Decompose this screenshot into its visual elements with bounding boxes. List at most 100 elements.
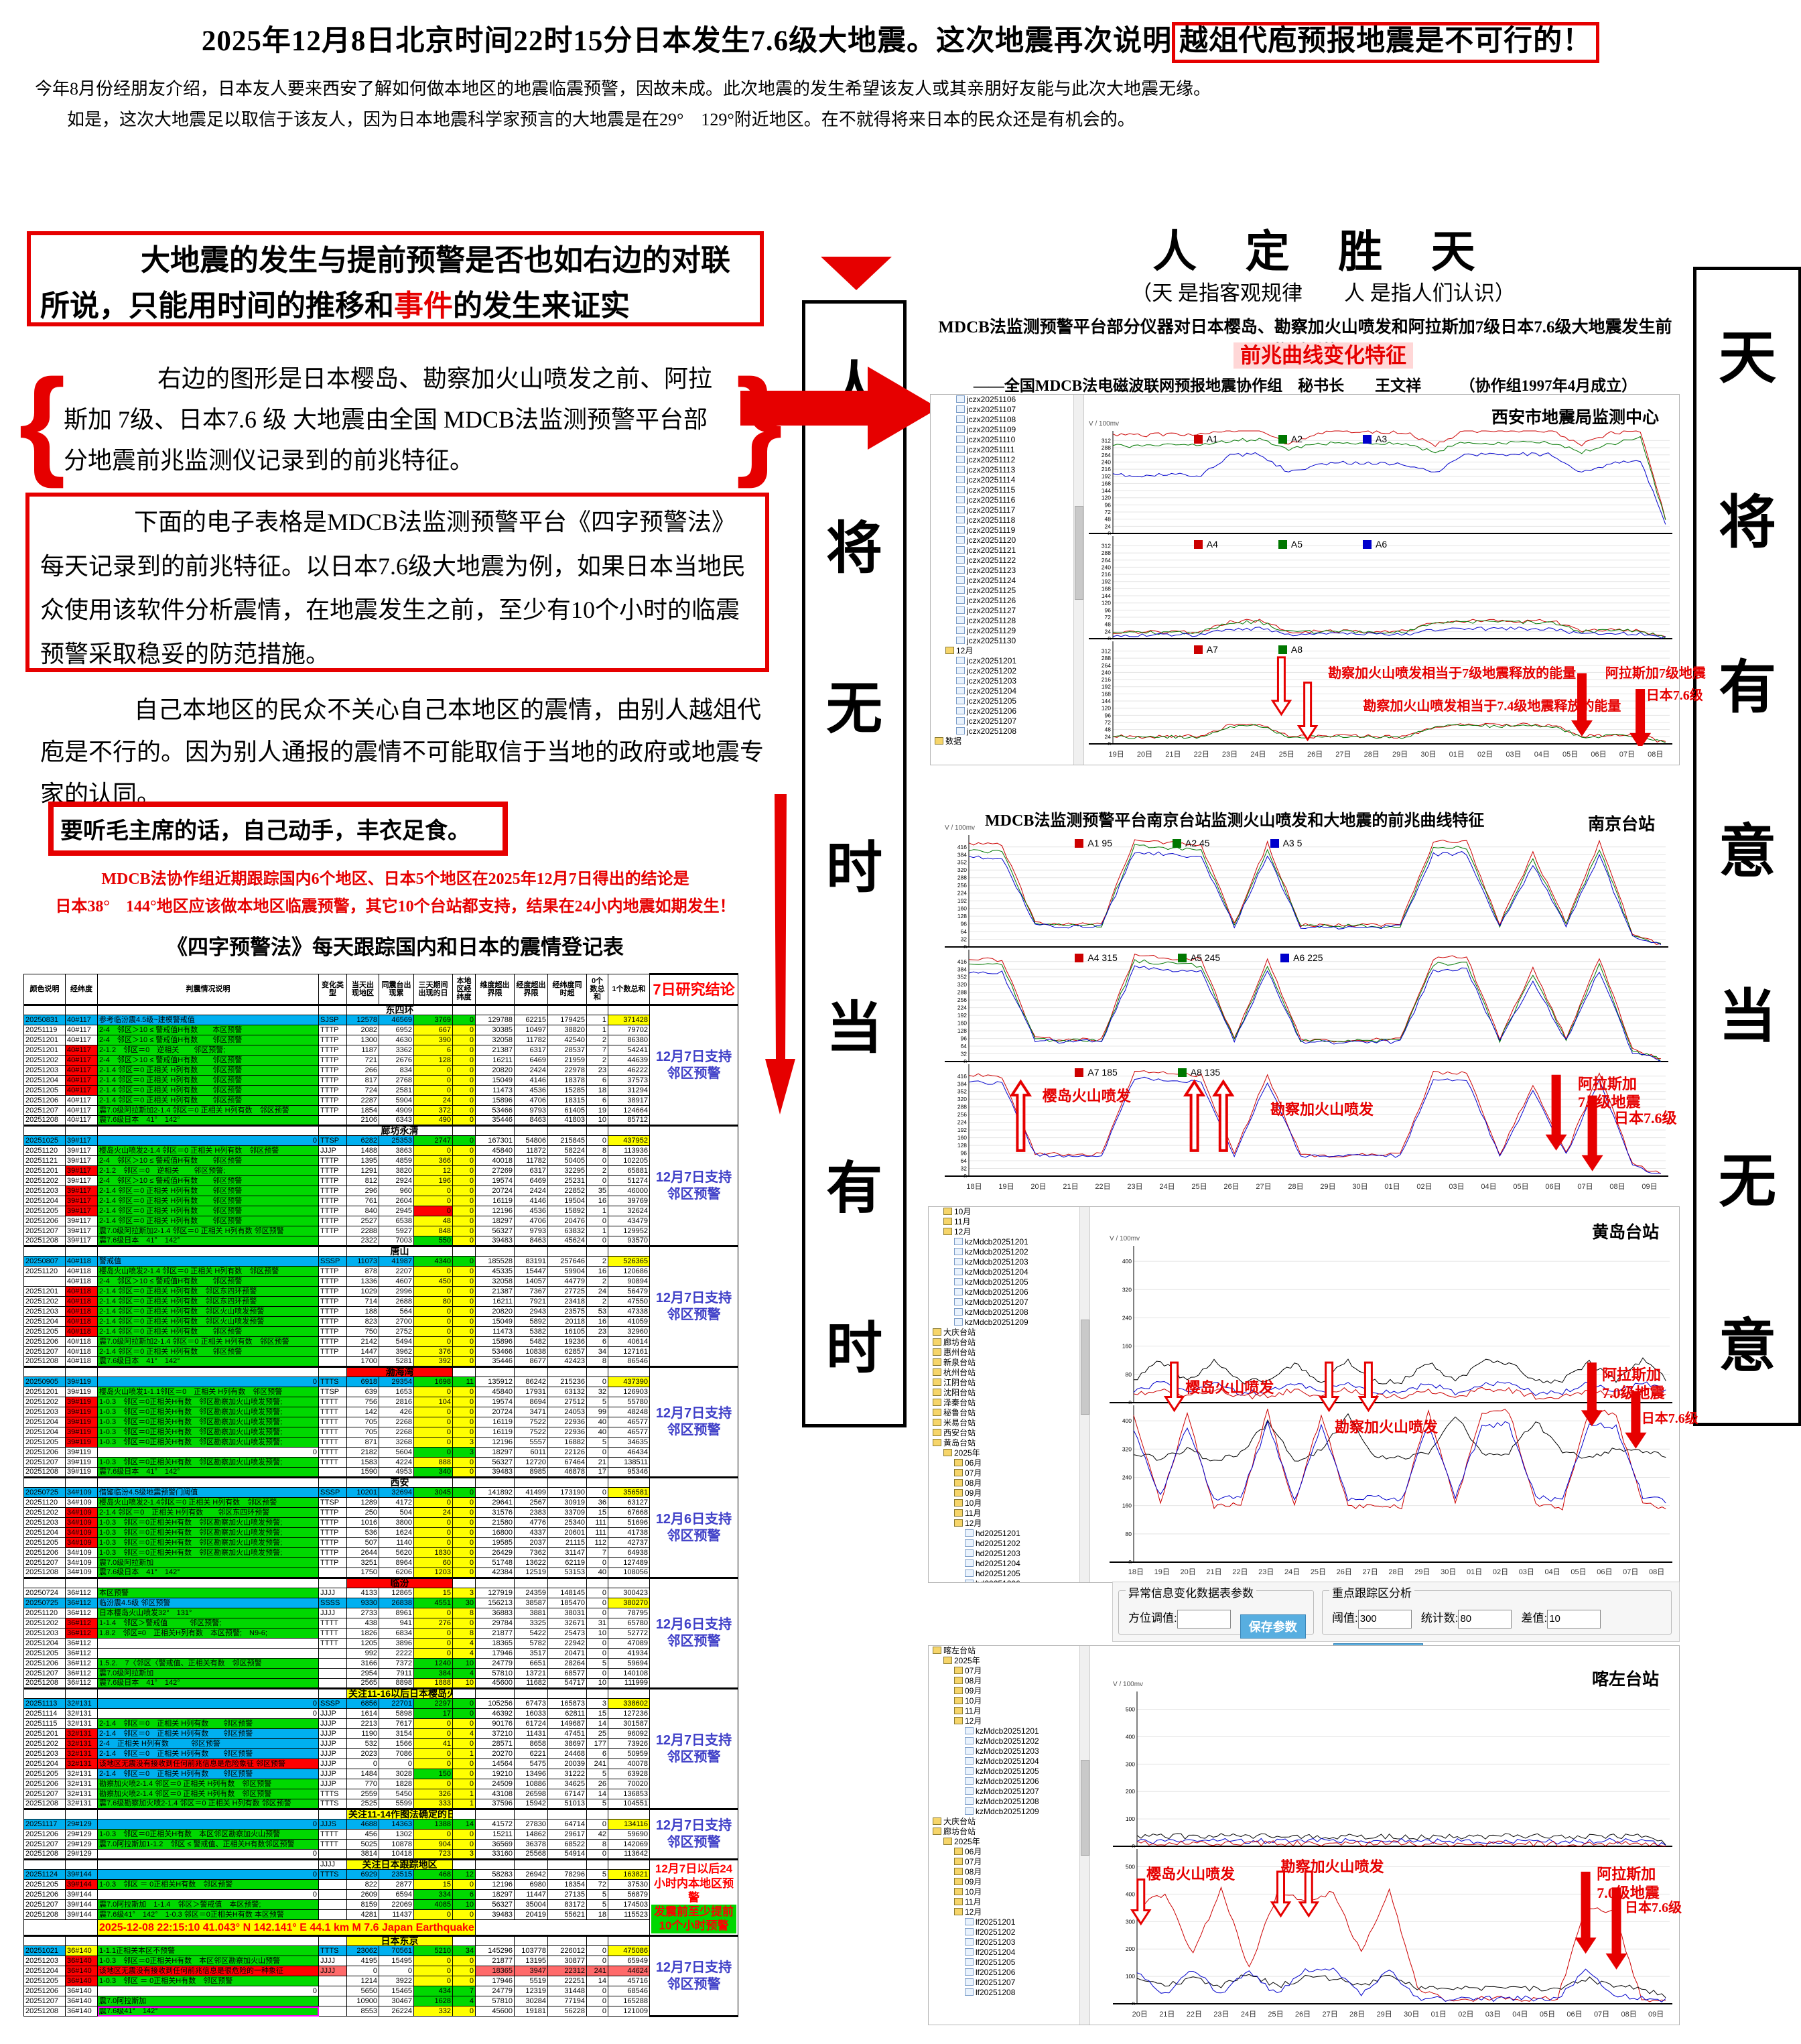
tree-folder[interactable]: 11月 [929, 1217, 1089, 1227]
tree-file[interactable]: lf20251208 [929, 1988, 1089, 1998]
tree-folder[interactable]: 2025年 [929, 1448, 1089, 1458]
tree-file[interactable]: jczx20251201 [931, 656, 1083, 666]
tree-file[interactable]: lf20251203 [929, 1937, 1089, 1947]
tree-file[interactable]: jczx20251123 [931, 566, 1083, 576]
tree-folder[interactable]: 新泉台站 [929, 1358, 1089, 1368]
tree-file[interactable]: kzMdcb20251204 [929, 1267, 1089, 1277]
tree-folder[interactable]: 10月 [929, 1887, 1089, 1897]
tree-file[interactable]: jczx20251208 [931, 726, 1083, 737]
scrollbar-thumb[interactable] [1075, 505, 1083, 600]
tree-folder[interactable]: 喀左台站 [929, 1646, 1089, 1656]
tree-file[interactable]: kzMdcb20251205 [929, 1277, 1089, 1287]
tree-file[interactable]: jczx20251111 [931, 445, 1083, 455]
tree-file[interactable]: jczx20251130 [931, 636, 1083, 646]
tree-file[interactable]: jczx20251202 [931, 666, 1083, 676]
tree-file[interactable]: jczx20251128 [931, 616, 1083, 626]
tree-file[interactable]: kzMdcb20251206 [929, 1287, 1089, 1297]
tree-folder[interactable]: 廊坊台站 [929, 1827, 1089, 1837]
tree-folder[interactable]: 10月 [929, 1207, 1089, 1217]
tree-folder[interactable]: 12月 [929, 1519, 1089, 1529]
tree-file[interactable]: lf20251202 [929, 1927, 1089, 1937]
tree-file[interactable]: jczx20251118 [931, 515, 1083, 525]
tree-file[interactable]: kzMdcb20251202 [929, 1247, 1089, 1257]
tree-scrollbar[interactable] [1073, 395, 1083, 765]
tree-folder[interactable]: 08月 [929, 1676, 1089, 1686]
tree-folder[interactable]: 黄岛台站 [929, 1438, 1089, 1448]
tree-folder[interactable]: 沈阳台站 [929, 1388, 1089, 1398]
tree-file[interactable]: lf20251205 [929, 1958, 1089, 1968]
tree-file[interactable]: kzMdcb20251203 [929, 1257, 1089, 1267]
tree-folder[interactable]: 2025年 [929, 1837, 1089, 1847]
tree-file[interactable]: kzMdcb20251207 [929, 1787, 1089, 1797]
tree-folder[interactable]: 秘鲁台站 [929, 1408, 1089, 1418]
tree-folder[interactable]: 07月 [929, 1666, 1089, 1676]
tree-file[interactable]: jczx20251124 [931, 576, 1083, 586]
tree-file[interactable]: hd20251206 [929, 1579, 1089, 1582]
tree-folder[interactable]: 08月 [929, 1867, 1089, 1877]
tree-folder[interactable]: 11月 [929, 1706, 1089, 1716]
tree-file[interactable]: jczx20251112 [931, 455, 1083, 465]
tree-folder[interactable]: 米易台站 [929, 1418, 1089, 1428]
tree-file[interactable]: kzMdcb20251208 [929, 1307, 1089, 1318]
tree-folder[interactable]: 廊坊台站 [929, 1338, 1089, 1348]
tree-file[interactable]: kzMdcb20251204 [929, 1756, 1089, 1767]
tree-file[interactable]: kzMdcb20251201 [929, 1237, 1089, 1247]
tree-file[interactable]: hd20251205 [929, 1569, 1089, 1579]
tree-scrollbar[interactable] [1079, 1207, 1089, 1582]
tree-folder[interactable]: 大庆台站 [929, 1817, 1089, 1827]
tree-folder[interactable]: 07月 [929, 1857, 1089, 1867]
tree-file[interactable]: kzMdcb20251203 [929, 1746, 1089, 1756]
tree-folder[interactable]: 11月 [929, 1897, 1089, 1907]
tree-file[interactable]: jczx20251122 [931, 556, 1083, 566]
scrollbar-thumb[interactable] [1081, 1759, 1089, 1856]
tree-file[interactable]: jczx20251203 [931, 676, 1083, 686]
tree-file[interactable]: jczx20251121 [931, 546, 1083, 556]
tree-folder[interactable]: 大庆台站 [929, 1328, 1089, 1338]
tree-file[interactable]: kzMdcb20251202 [929, 1736, 1089, 1746]
tree-folder[interactable]: 12月 [931, 646, 1083, 656]
tree-file[interactable]: jczx20251106 [931, 395, 1083, 405]
tree-folder[interactable]: 07月 [929, 1468, 1089, 1478]
tree-file[interactable]: jczx20251126 [931, 596, 1083, 606]
tree-folder[interactable]: 10月 [929, 1696, 1089, 1706]
tree-file[interactable]: kzMdcb20251205 [929, 1767, 1089, 1777]
tree-file[interactable]: jczx20251115 [931, 485, 1083, 495]
tree-folder[interactable]: 12月 [929, 1907, 1089, 1917]
tree-folder[interactable]: 12月 [929, 1227, 1089, 1237]
tree-file[interactable]: lf20251207 [929, 1978, 1089, 1988]
tree-folder[interactable]: 2025年 [929, 1656, 1089, 1666]
tree-file[interactable]: jczx20251127 [931, 606, 1083, 616]
tree-file[interactable]: hd20251202 [929, 1539, 1089, 1549]
threshold-input[interactable] [1547, 1609, 1601, 1628]
tree-folder[interactable]: 06月 [929, 1847, 1089, 1857]
tree-file[interactable]: jczx20251116 [931, 495, 1083, 505]
tree-file[interactable]: kzMdcb20251209 [929, 1807, 1089, 1817]
tree-folder[interactable]: 江阴台站 [929, 1378, 1089, 1388]
tree-file[interactable]: hd20251204 [929, 1559, 1089, 1569]
threshold-input[interactable] [1357, 1609, 1412, 1628]
azimuth-input[interactable] [1177, 1609, 1231, 1628]
tree-file[interactable]: jczx20251120 [931, 535, 1083, 546]
tree-folder[interactable]: 泽秦台站 [929, 1398, 1089, 1408]
tree-file[interactable]: jczx20251110 [931, 435, 1083, 445]
tree-file[interactable]: jczx20251204 [931, 686, 1083, 696]
threshold-input[interactable] [1458, 1609, 1512, 1628]
tree-folder[interactable]: 09月 [929, 1686, 1089, 1696]
tree-file[interactable]: jczx20251108 [931, 415, 1083, 425]
tree-file[interactable]: kzMdcb20251206 [929, 1777, 1089, 1787]
tree-file[interactable]: lf20251206 [929, 1968, 1089, 1978]
tree-file[interactable]: jczx20251114 [931, 475, 1083, 485]
tree-file[interactable]: jczx20251117 [931, 505, 1083, 515]
tree-folder[interactable]: 09月 [929, 1877, 1089, 1887]
tree-file[interactable]: jczx20251125 [931, 586, 1083, 596]
save-params-button[interactable]: 保存参数 [1240, 1614, 1306, 1639]
tree-file[interactable]: lf20251204 [929, 1947, 1089, 1958]
tree-file[interactable]: hd20251203 [929, 1549, 1089, 1559]
tree-file[interactable]: kzMdcb20251208 [929, 1797, 1089, 1807]
tree-folder[interactable]: 12月 [929, 1716, 1089, 1726]
tree-file[interactable]: lf20251201 [929, 1917, 1089, 1927]
tree-file[interactable]: kzMdcb20251201 [929, 1726, 1089, 1736]
tree-folder[interactable]: 06月 [929, 1458, 1089, 1468]
tree-folder[interactable]: 杭州台站 [929, 1368, 1089, 1378]
tree-file[interactable]: jczx20251207 [931, 716, 1083, 726]
